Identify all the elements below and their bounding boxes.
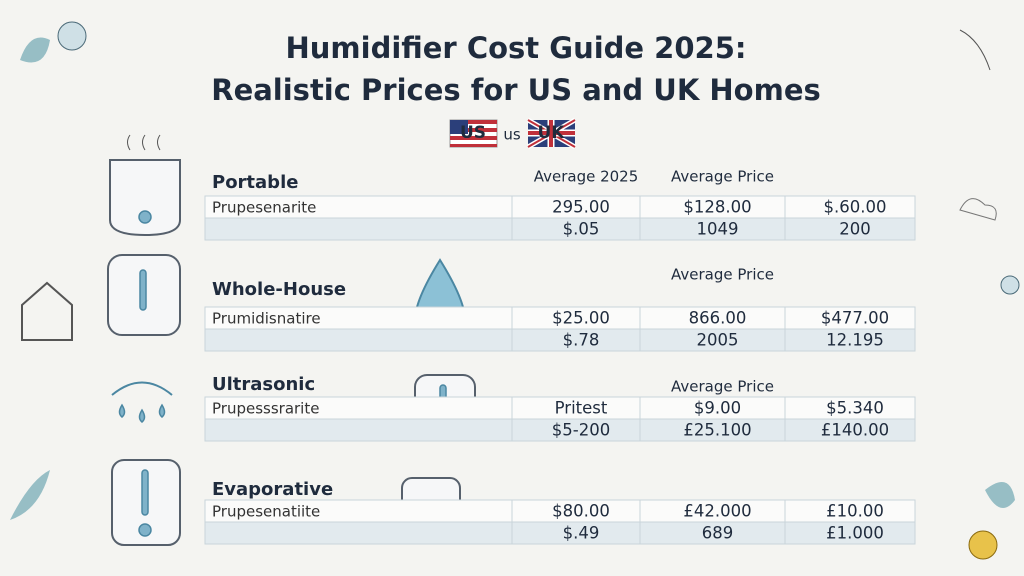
price-cell: $477.00: [821, 309, 889, 328]
price-cell: £42.000: [683, 502, 751, 521]
price-cell: $5.340: [826, 399, 884, 418]
price-cell: 295.00: [552, 198, 610, 217]
price-cell: £25.100: [683, 421, 751, 440]
price-cell: 689: [702, 524, 734, 543]
price-cell: 200: [839, 220, 871, 239]
column-header: Average 2025: [534, 168, 639, 186]
price-cell: $80.00: [552, 502, 610, 521]
section-name: Ultrasonic: [212, 374, 315, 395]
price-cell: 12.195: [826, 331, 884, 350]
table-row: [204, 217, 916, 241]
price-cell: 866.00: [689, 309, 747, 328]
uk-flag: [526, 117, 577, 150]
price-cell: $128.00: [683, 198, 751, 217]
title: Humidifier Cost Guide 2025:: [286, 31, 747, 65]
flag-label: US: [460, 123, 486, 143]
price-cell: $9.00: [694, 399, 741, 418]
row-label: Prumidisnatire: [212, 310, 321, 328]
column-header: Average Price: [671, 266, 774, 284]
section-name: Portable: [212, 172, 298, 193]
price-cell: $5-200: [552, 421, 610, 440]
price-cell: 1049: [697, 220, 739, 239]
table-row: [204, 418, 916, 442]
table-row: [204, 328, 916, 352]
subtitle: Realistic Prices for US and UK Homes: [211, 73, 821, 107]
price-cell: $.60.00: [824, 198, 887, 217]
section-name: Whole-House: [212, 279, 346, 300]
row-label: Prupesenatiite: [212, 503, 320, 521]
column-header: Average Price: [671, 168, 774, 186]
row-label: Prupesenarite: [212, 199, 316, 217]
price-cell: £1.000: [826, 524, 884, 543]
price-cell: £10.00: [826, 502, 884, 521]
price-cell: £140.00: [821, 421, 889, 440]
flag-label: us: [503, 126, 521, 144]
price-cell: 2005: [697, 331, 739, 350]
price-cell: Pritest: [555, 399, 608, 418]
us-flag: [449, 119, 498, 148]
table-row: [204, 521, 916, 545]
price-cell: $.78: [563, 331, 600, 350]
row-label: Prupesssrarite: [212, 400, 319, 418]
section-name: Evaporative: [212, 479, 333, 500]
price-cell: $.49: [563, 524, 600, 543]
flag-label: UK: [538, 123, 566, 143]
price-cell: $25.00: [552, 309, 610, 328]
price-cell: $.05: [563, 220, 600, 239]
column-header: Average Price: [671, 378, 774, 396]
